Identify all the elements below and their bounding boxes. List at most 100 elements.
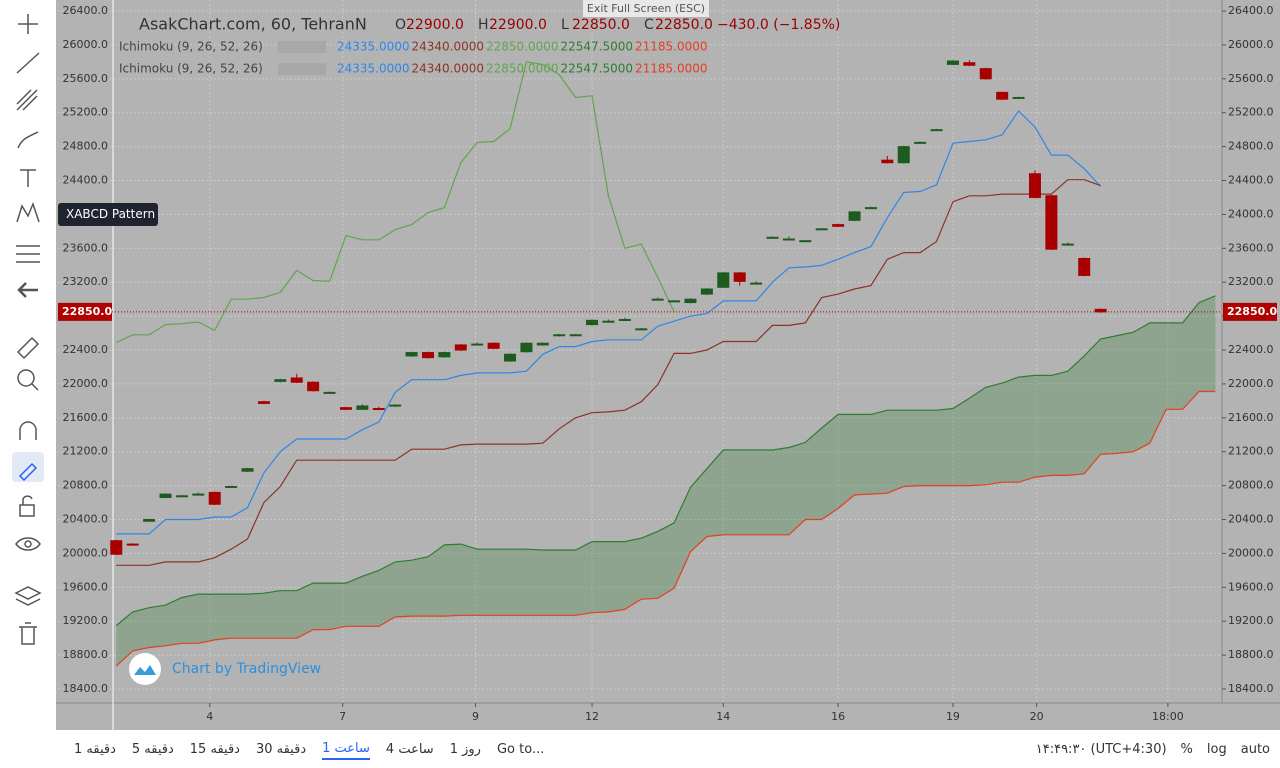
- toolbar-button[interactable]: 30 دقیقه: [255, 741, 307, 757]
- y-tick-label: 19200.0: [1228, 614, 1274, 627]
- indicator-value: 22547.5000: [561, 62, 634, 76]
- toolbar-button[interactable]: 1 ساعت: [322, 739, 370, 760]
- y-tick-label: 19600.0: [1228, 580, 1274, 593]
- candle-body: [339, 407, 352, 410]
- y-tick-label-left: 26400.0: [63, 4, 109, 17]
- tooltip: [58, 203, 158, 226]
- candle-body: [602, 320, 615, 323]
- y-tick-label-left: 20000.0: [63, 546, 109, 559]
- watermark: Chart by TradingView: [172, 661, 321, 677]
- candle-body: [504, 353, 517, 362]
- ohlc-value: 22900.0: [406, 17, 464, 33]
- toolbar-button[interactable]: log: [1206, 741, 1227, 757]
- candle-body: [717, 272, 730, 288]
- candle-body: [1028, 173, 1041, 198]
- candle-body: [668, 300, 681, 303]
- plot: 18400.018400.018800.018800.019200.019200…: [58, 0, 1277, 730]
- bottom-bar: 1 دقیقه 5 دقیقه 15 دقیقه 30 دقیقه 1 ساعت 4 سا…: [56, 730, 1280, 768]
- candle-body: [651, 298, 664, 301]
- indicator-value: 24335.0000: [337, 40, 410, 54]
- candle-body: [1094, 308, 1107, 313]
- x-tick-label: 18:00: [1152, 710, 1184, 723]
- toolbar-button[interactable]: ۱۴:۴۹:۳۰ (UTC+4:30): [1035, 741, 1167, 757]
- ohlc-value: 22900.0: [489, 17, 547, 33]
- cloud: [116, 295, 1216, 667]
- toolbar-button[interactable]: auto: [1240, 741, 1270, 757]
- y-tick-label-left: 24800.0: [63, 140, 109, 153]
- candle-body: [782, 238, 795, 241]
- toolbar-button[interactable]: %: [1180, 741, 1193, 757]
- candle-body: [815, 228, 828, 231]
- candle-body: [684, 298, 697, 304]
- x-tick-label: 12: [585, 710, 599, 723]
- toolbar-button[interactable]: 1 دقیقه: [74, 741, 116, 757]
- candle-body: [832, 224, 845, 227]
- candle-body: [143, 519, 156, 522]
- y-tick-label: 25600.0: [1228, 72, 1274, 85]
- y-tick-label: 20000.0: [1228, 546, 1274, 559]
- indicator-line: [116, 110, 1102, 535]
- toolbar-button[interactable]: 4 ساعت: [385, 741, 434, 757]
- candle-body: [421, 352, 434, 359]
- x-tick-label: 16: [831, 710, 845, 723]
- candle-body: [766, 236, 779, 239]
- toolbar-button[interactable]: Go to...: [496, 741, 545, 757]
- candle-body: [963, 62, 976, 66]
- candle-body: [979, 68, 992, 80]
- indicator-value: 22547.5000: [561, 40, 634, 54]
- indicator-buttons: [278, 63, 326, 75]
- y-tick-label-left: 22000.0: [63, 377, 109, 390]
- price-label-bg: [1223, 302, 1277, 321]
- y-tick-label-left: 25600.0: [63, 72, 109, 85]
- exit-fullscreen[interactable]: [583, 0, 709, 17]
- candle-body: [799, 240, 812, 243]
- y-tick-label-left: 20800.0: [63, 479, 109, 492]
- candle-body: [126, 543, 139, 546]
- y-tick-label: 24000.0: [1228, 207, 1274, 220]
- candle-body: [454, 344, 467, 351]
- y-tick-label: 23200.0: [1228, 275, 1274, 288]
- candle-body: [389, 404, 402, 407]
- indicator-value: 21185.0000: [635, 40, 708, 54]
- candle-body: [946, 60, 959, 65]
- exit-fullscreen-label[interactable]: Exit Full Screen (ESC): [587, 2, 705, 15]
- indicator-value: 21185.0000: [635, 62, 708, 76]
- toolbar-icons[interactable]: [12, 14, 44, 645]
- candle-body: [356, 405, 369, 410]
- watermark-icon: [129, 653, 161, 685]
- y-tick-label: 21600.0: [1228, 411, 1274, 424]
- indicator-line: [116, 179, 1101, 566]
- x-tick-label: 19: [946, 710, 960, 723]
- candle-body: [897, 146, 910, 164]
- candle-body: [733, 272, 746, 282]
- candle-body: [586, 319, 599, 326]
- y-tick-label: 25200.0: [1228, 106, 1274, 119]
- candle-body: [290, 377, 303, 383]
- candle-body: [274, 379, 287, 382]
- indicator-line: [116, 61, 675, 343]
- candle-body: [1012, 96, 1025, 99]
- toolbar-button[interactable]: 5 دقیقه: [131, 741, 174, 757]
- candle-body: [700, 288, 713, 295]
- y-tick-label-left: 20400.0: [63, 513, 109, 526]
- y-tick-label-left: 19600.0: [63, 580, 109, 593]
- toolbar-button[interactable]: 15 دقیقه: [189, 741, 240, 757]
- candle-body: [175, 495, 188, 498]
- candle-body: [208, 491, 221, 505]
- y-tick-label-left: 25200.0: [63, 106, 109, 119]
- y-tick-label: 26000.0: [1228, 38, 1274, 51]
- candle-body: [996, 91, 1009, 100]
- x-tick-label: 9: [472, 710, 479, 723]
- candle-body: [750, 282, 763, 285]
- candle-body: [569, 334, 582, 337]
- x-tick-label: 14: [716, 710, 730, 723]
- candle-body: [635, 328, 648, 331]
- y-tick-label: 23600.0: [1228, 241, 1274, 254]
- toolbar-button[interactable]: 1 روز: [449, 741, 481, 757]
- candle-body: [553, 334, 566, 337]
- candle-body: [323, 391, 336, 394]
- candle-body: [520, 342, 533, 353]
- indicator-value: 24340.0000: [412, 62, 485, 76]
- price-label: 22850.0: [1227, 305, 1277, 318]
